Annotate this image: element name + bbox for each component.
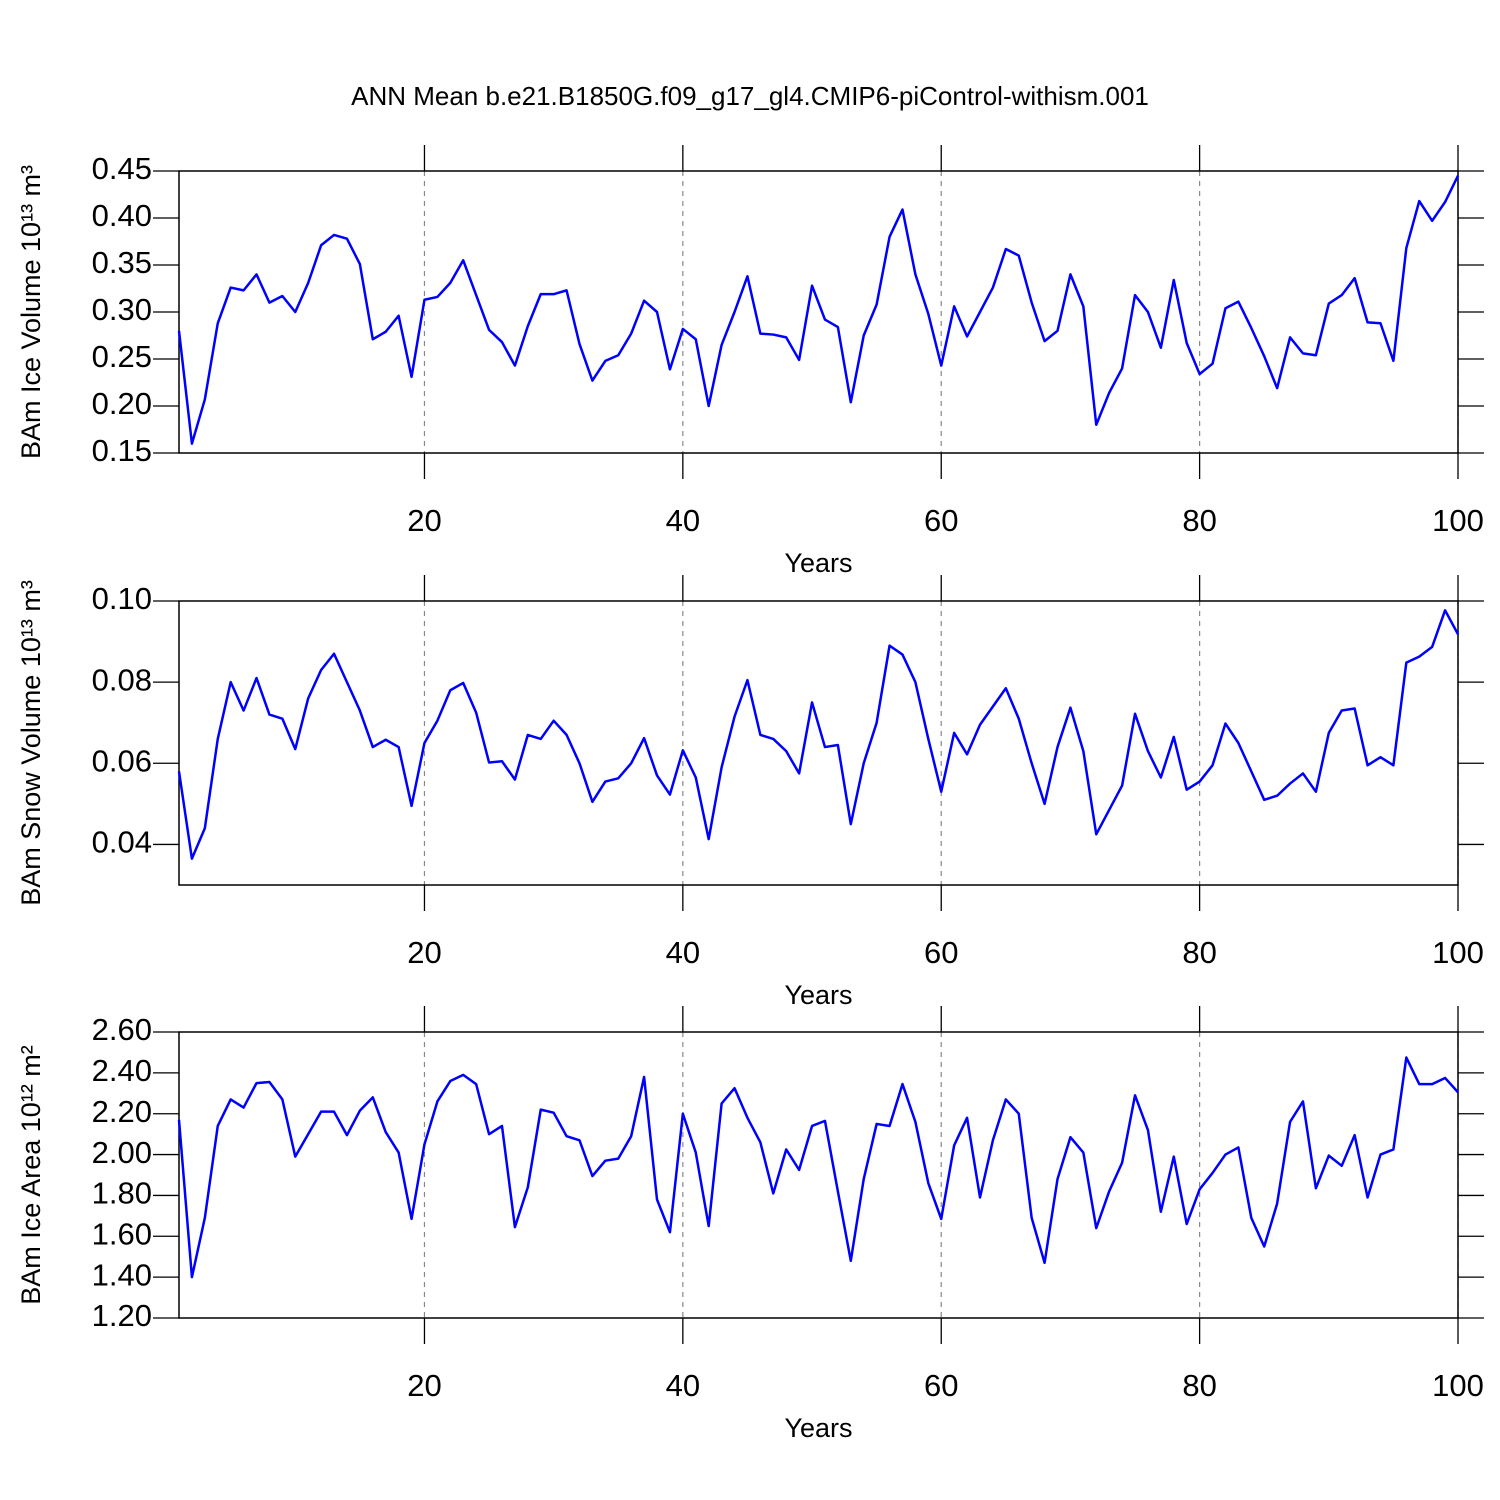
y-tick-label: 2.60 <box>92 1012 152 1047</box>
data-line <box>177 175 1460 445</box>
x-tick-label: 40 <box>666 1368 700 1403</box>
y-tick-label: 0.40 <box>92 198 152 233</box>
x-axis-label: Years <box>784 1413 852 1443</box>
y-tick-label: 0.10 <box>92 581 152 616</box>
x-tick-label: 40 <box>666 503 700 538</box>
x-tick-label: 40 <box>666 935 700 970</box>
chart-title: ANN Mean b.e21.B1850G.f09_g17_gl4.CMIP6-… <box>351 81 1149 111</box>
y-tick-label: 0.45 <box>92 151 152 186</box>
y-tick-label: 1.80 <box>92 1176 152 1211</box>
x-tick-label: 20 <box>407 503 441 538</box>
y-axis-label: BAm Ice Volume 10¹³ m³ <box>16 165 46 459</box>
y-axis-label: BAm Snow Volume 10¹³ m³ <box>16 580 46 906</box>
y-axis-label: BAm Ice Area 10¹² m² <box>16 1045 46 1305</box>
y-tick-label: 2.00 <box>92 1135 152 1170</box>
y-tick-label: 0.08 <box>92 662 152 697</box>
y-tick-label: 1.20 <box>92 1298 152 1333</box>
x-tick-label: 60 <box>924 935 958 970</box>
y-tick-label: 0.06 <box>92 743 152 778</box>
x-axis-label: Years <box>784 980 852 1010</box>
x-tick-label: 80 <box>1182 935 1216 970</box>
x-axis-label: Years <box>784 548 852 578</box>
y-tick-label: 0.04 <box>92 825 152 860</box>
plot-frame <box>178 170 1459 454</box>
y-tick-label: 1.60 <box>92 1216 152 1251</box>
x-tick-label: 60 <box>924 503 958 538</box>
y-tick-label: 0.15 <box>92 433 152 468</box>
data-line <box>177 609 1460 860</box>
y-tick-label: 2.20 <box>92 1094 152 1129</box>
y-tick-label: 0.30 <box>92 292 152 327</box>
y-tick-label: 0.25 <box>92 339 152 374</box>
plot-frame <box>178 1031 1459 1319</box>
x-tick-label: 100 <box>1432 1368 1484 1403</box>
x-tick-label: 80 <box>1182 503 1216 538</box>
x-tick-label: 100 <box>1432 935 1484 970</box>
x-tick-label: 20 <box>407 1368 441 1403</box>
plot-frame <box>178 600 1459 886</box>
y-tick-label: 2.40 <box>92 1053 152 1088</box>
y-tick-label: 0.20 <box>92 386 152 421</box>
y-tick-label: 0.35 <box>92 245 152 280</box>
x-tick-label: 100 <box>1432 503 1484 538</box>
x-tick-label: 20 <box>407 935 441 970</box>
y-tick-label: 1.40 <box>92 1257 152 1292</box>
data-line <box>177 1056 1459 1279</box>
x-tick-label: 80 <box>1182 1368 1216 1403</box>
x-tick-label: 60 <box>924 1368 958 1403</box>
